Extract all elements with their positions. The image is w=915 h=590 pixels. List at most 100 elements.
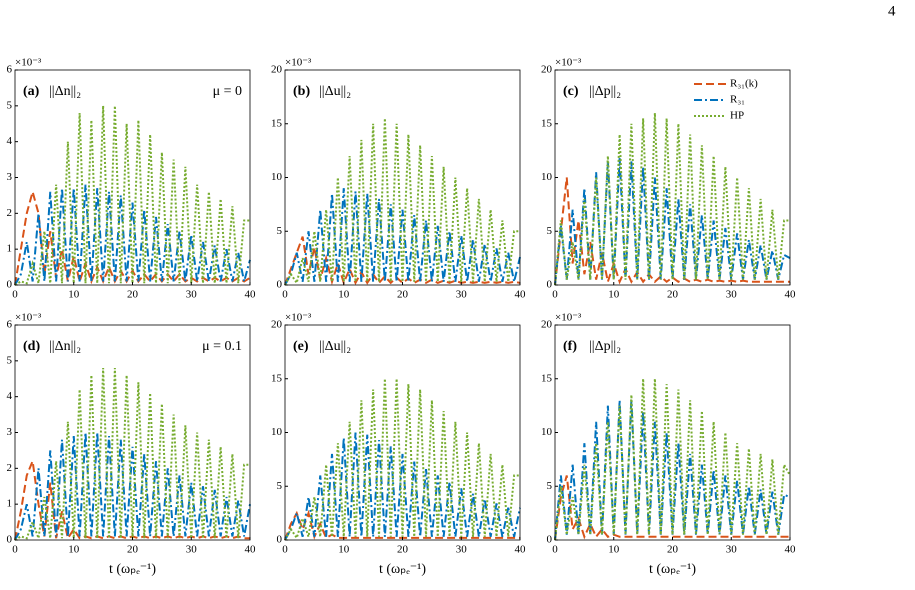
y-tick-label: 20 — [541, 64, 553, 76]
series-line — [554, 400, 791, 541]
panel-subtitle: ||Δu||₂ — [319, 339, 351, 354]
plot-area — [15, 325, 250, 540]
panel-title: (e) — [293, 339, 309, 354]
y-tick-label: 5 — [277, 225, 283, 237]
y-tick-label: 1 — [7, 243, 13, 255]
x-tick-label: 0 — [12, 544, 18, 556]
y-tick-label: 15 — [271, 117, 283, 129]
x-tick-label: 10 — [608, 544, 620, 556]
plot-area — [15, 70, 250, 285]
x-tick-label: 0 — [12, 289, 18, 301]
x-tick-label: 10 — [608, 289, 620, 301]
y-tick-label: 5 — [7, 354, 13, 366]
y-tick-label: 0 — [277, 534, 283, 546]
x-tick-label: 20 — [127, 544, 139, 556]
x-tick-label: 10 — [338, 544, 350, 556]
x-tick-label: 40 — [515, 289, 527, 301]
x-tick-label: 40 — [785, 289, 797, 301]
y-tick-label: 6 — [7, 64, 13, 76]
y-tick-label: 15 — [541, 372, 553, 384]
x-tick-label: 10 — [338, 289, 350, 301]
y-multiplier: ×10⁻³ — [15, 57, 42, 69]
series-line — [14, 184, 251, 286]
y-tick-label: 2 — [7, 207, 13, 219]
panel-subtitle: ||Δn||₂ — [49, 84, 81, 99]
panel-title: (a) — [23, 84, 40, 99]
x-tick-label: 0 — [282, 289, 288, 301]
panel-subtitle: ||Δu||₂ — [319, 84, 351, 99]
x-tick-label: 40 — [245, 289, 257, 301]
series-line — [284, 432, 521, 541]
series-line — [14, 432, 251, 541]
x-tick-label: 30 — [186, 544, 198, 556]
series-line — [554, 177, 790, 286]
y-tick-label: 3 — [7, 426, 13, 438]
y-tick-label: 15 — [271, 372, 283, 384]
x-tick-label: 40 — [785, 544, 797, 556]
y-tick-label: 0 — [547, 279, 553, 291]
panel-subtitle: ||Δn||₂ — [49, 339, 81, 354]
legend-label: HP — [730, 110, 744, 122]
y-tick-label: 1 — [7, 498, 13, 510]
page-number: 4 — [888, 3, 896, 19]
x-tick-label: 10 — [68, 544, 80, 556]
y-tick-label: 0 — [547, 534, 553, 546]
series-line — [554, 475, 790, 541]
y-tick-label: 20 — [271, 64, 283, 76]
y-tick-label: 5 — [547, 225, 553, 237]
y-multiplier: ×10⁻³ — [15, 312, 42, 324]
y-tick-label: 5 — [277, 480, 283, 492]
panel-title: (c) — [563, 84, 579, 99]
y-tick-label: 3 — [7, 171, 13, 183]
panel-subtitle: ||Δp||₂ — [589, 339, 621, 354]
y-tick-label: 0 — [7, 279, 13, 291]
series-line — [14, 105, 250, 286]
x-tick-label: 30 — [726, 544, 738, 556]
x-tick-label: 30 — [456, 544, 468, 556]
annotation: μ = 0.1 — [202, 339, 242, 354]
x-tick-label: 20 — [127, 289, 139, 301]
x-tick-label: 20 — [667, 289, 679, 301]
x-tick-label: 40 — [515, 544, 527, 556]
y-tick-label: 10 — [271, 426, 283, 438]
series-line — [284, 188, 521, 286]
series-line — [14, 188, 251, 286]
x-tick-label: 30 — [186, 289, 198, 301]
y-tick-label: 4 — [7, 135, 13, 147]
y-tick-label: 5 — [7, 99, 13, 111]
x-axis-label: t (ωₚₑ⁻¹) — [649, 562, 696, 577]
y-tick-label: 20 — [271, 319, 283, 331]
y-tick-label: 10 — [271, 171, 283, 183]
y-tick-label: 0 — [277, 279, 283, 291]
plot-area — [285, 70, 520, 285]
y-multiplier: ×10⁻³ — [555, 312, 582, 324]
series-line — [284, 118, 520, 286]
x-axis-label: t (ωₚₑ⁻¹) — [109, 562, 156, 577]
x-tick-label: 0 — [552, 544, 558, 556]
y-tick-label: 6 — [7, 319, 13, 331]
y-tick-label: 0 — [7, 534, 13, 546]
x-tick-label: 20 — [667, 544, 679, 556]
x-tick-label: 0 — [552, 289, 558, 301]
panel-title: (b) — [293, 84, 310, 99]
x-tick-label: 30 — [456, 289, 468, 301]
x-tick-label: 10 — [68, 289, 80, 301]
x-tick-label: 20 — [397, 289, 409, 301]
y-tick-label: 5 — [547, 480, 553, 492]
y-tick-label: 15 — [541, 117, 553, 129]
legend-label: R₃₁(k) — [730, 78, 758, 90]
x-tick-label: 20 — [397, 544, 409, 556]
x-tick-label: 0 — [282, 544, 288, 556]
legend-label: R₃₁ — [730, 94, 745, 106]
y-tick-label: 10 — [541, 171, 553, 183]
y-tick-label: 10 — [541, 426, 553, 438]
plot-area — [555, 325, 790, 540]
y-tick-label: 4 — [7, 390, 13, 402]
x-tick-label: 40 — [245, 544, 257, 556]
series-line — [554, 378, 791, 541]
panel-title: (d) — [23, 339, 40, 354]
y-tick-label: 2 — [7, 462, 13, 474]
series-line — [284, 378, 520, 541]
annotation: μ = 0 — [213, 84, 242, 99]
